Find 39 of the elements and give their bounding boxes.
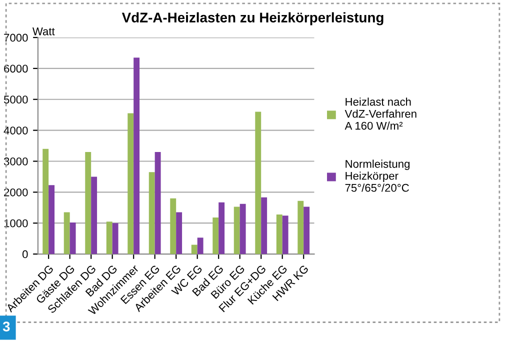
legend-label: Heizlast nach VdZ-Verfahren A 160 W/m²: [344, 98, 416, 130]
bar: [276, 214, 282, 254]
bar: [234, 206, 240, 254]
bar: [64, 212, 70, 254]
y-axis-title: Watt: [32, 28, 55, 36]
bar: [170, 198, 176, 254]
bar: [112, 223, 118, 254]
bar: [85, 152, 92, 254]
bar: [128, 113, 134, 254]
legend-label: Normleistung Heizkörper 75°/65°/20°C: [345, 160, 410, 192]
y-tick-label: 5000: [4, 96, 28, 104]
bar: [91, 176, 98, 254]
bar: [191, 244, 198, 254]
y-tick-label: 6000: [4, 64, 28, 73]
bar: [282, 216, 288, 254]
bar: [255, 112, 262, 254]
chart-title: VdZ-A-Heizlasten zu Heizkörperleistung: [122, 12, 384, 26]
bar: [197, 238, 204, 254]
bar: [106, 222, 112, 254]
y-tick-label: 4000: [4, 126, 28, 134]
text: 3: [2, 322, 10, 332]
bar: [212, 218, 219, 254]
bar: [154, 152, 161, 254]
bar: [70, 222, 76, 254]
y-tick-label: 2000: [4, 188, 28, 196]
bar: [148, 172, 155, 254]
y-tick-label: 1000: [4, 219, 28, 228]
bar: [134, 58, 140, 254]
bar: [304, 206, 310, 254]
bar: [240, 204, 246, 254]
bar: [42, 148, 49, 254]
bar: [298, 200, 304, 254]
bar: [261, 197, 268, 254]
y-tick-label: 0: [22, 250, 28, 258]
bar: [48, 185, 55, 254]
bar: [218, 202, 225, 254]
bar: [176, 212, 182, 254]
y-tick-label: 3000: [4, 158, 28, 166]
y-tick-label: 7000: [4, 34, 28, 42]
